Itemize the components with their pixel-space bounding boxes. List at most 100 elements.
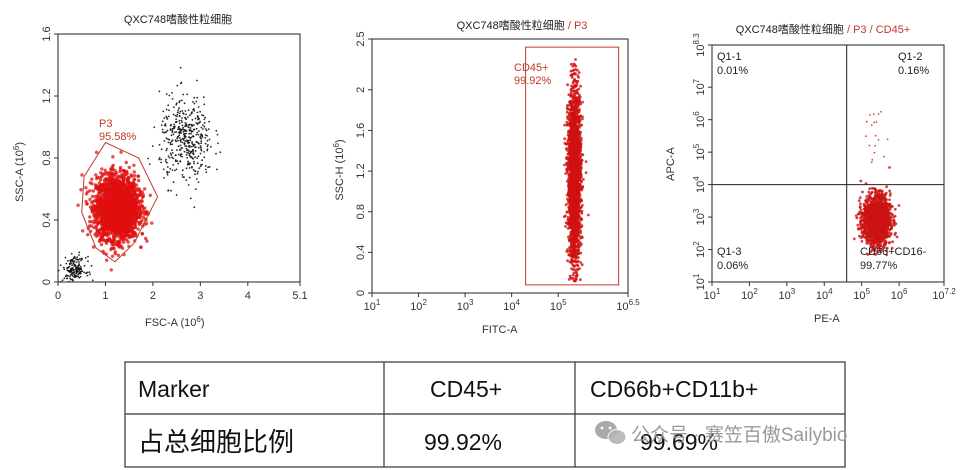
event-dot bbox=[174, 131, 176, 134]
event-dot bbox=[206, 145, 209, 148]
event-dot bbox=[573, 95, 577, 99]
event-dot bbox=[166, 129, 169, 132]
event-dot bbox=[566, 259, 569, 263]
event-dot bbox=[178, 101, 181, 104]
event-dot bbox=[71, 260, 74, 263]
event-dot bbox=[110, 180, 115, 185]
event-dot bbox=[203, 125, 206, 128]
event-dot bbox=[144, 222, 149, 226]
event-dot bbox=[200, 148, 203, 151]
panel1-y-ticks: 00.40.81.21.6 bbox=[41, 26, 58, 285]
event-dot bbox=[90, 201, 94, 205]
event-dot bbox=[70, 269, 73, 272]
event-dot bbox=[67, 266, 70, 269]
event-dot bbox=[197, 170, 199, 173]
event-dot bbox=[184, 135, 187, 138]
event-dot bbox=[193, 124, 195, 126]
event-dot bbox=[169, 152, 172, 155]
x-tick-label: 5.1 bbox=[292, 290, 307, 302]
event-dot bbox=[105, 207, 109, 211]
event-dot bbox=[183, 137, 186, 140]
event-dot bbox=[124, 160, 128, 165]
event-dot bbox=[185, 147, 188, 150]
event-dot bbox=[66, 269, 69, 272]
event-dot bbox=[123, 229, 127, 233]
event-dot bbox=[179, 66, 182, 69]
event-dot bbox=[104, 186, 108, 191]
event-dot bbox=[185, 113, 187, 116]
event-dot bbox=[189, 197, 192, 200]
event-dot bbox=[190, 151, 193, 153]
event-dot bbox=[123, 199, 127, 204]
event-dot bbox=[151, 145, 154, 148]
event-dot bbox=[199, 145, 202, 147]
event-dot bbox=[72, 262, 75, 265]
event-dot bbox=[203, 118, 206, 121]
event-dot bbox=[185, 153, 188, 156]
event-dot bbox=[182, 139, 185, 141]
event-dot bbox=[179, 144, 182, 147]
event-dot bbox=[94, 219, 99, 223]
event-dot bbox=[164, 131, 167, 134]
event-dot bbox=[201, 159, 204, 162]
event-dot bbox=[76, 256, 79, 259]
event-dot bbox=[182, 131, 185, 133]
event-dot bbox=[575, 274, 579, 278]
event-dot bbox=[87, 260, 89, 262]
event-dot bbox=[74, 274, 77, 277]
panel-fitc-ssch: QXC748嗜酸性粒细胞 / P3 CD45+ 99.92% 101 102 103… bbox=[332, 18, 640, 336]
event-dot bbox=[164, 124, 167, 127]
event-dot bbox=[137, 207, 142, 211]
event-dot bbox=[195, 146, 197, 148]
event-dot bbox=[203, 151, 206, 153]
event-dot bbox=[170, 189, 173, 192]
event-dot bbox=[158, 90, 161, 93]
event-dot bbox=[587, 213, 590, 217]
event-dot bbox=[72, 272, 75, 274]
event-dot bbox=[189, 127, 192, 129]
event-dot bbox=[105, 195, 109, 200]
event-dot bbox=[127, 235, 131, 239]
event-dot bbox=[181, 169, 184, 172]
event-dot bbox=[175, 131, 178, 133]
event-dot bbox=[129, 173, 133, 177]
event-dot bbox=[575, 263, 579, 267]
event-dot bbox=[95, 208, 100, 213]
event-dot bbox=[579, 84, 582, 88]
event-dot bbox=[178, 122, 181, 125]
event-dot bbox=[71, 264, 73, 267]
event-dot bbox=[195, 127, 198, 130]
event-dot bbox=[198, 167, 201, 170]
event-dot bbox=[91, 245, 96, 249]
event-dot bbox=[193, 162, 195, 165]
event-dot bbox=[171, 169, 174, 171]
event-dot bbox=[199, 152, 202, 155]
event-dot bbox=[580, 205, 583, 209]
event-dot bbox=[125, 193, 129, 197]
event-dot bbox=[177, 153, 180, 156]
event-dot bbox=[190, 132, 192, 135]
event-dot bbox=[99, 201, 104, 205]
event-dot bbox=[204, 165, 207, 167]
event-dot bbox=[95, 194, 100, 198]
event-dot bbox=[188, 145, 191, 148]
event-dot bbox=[172, 133, 175, 136]
event-dot bbox=[106, 182, 110, 187]
event-dot bbox=[113, 252, 117, 256]
event-dot bbox=[133, 231, 137, 235]
event-dot bbox=[132, 177, 137, 182]
event-dot bbox=[129, 210, 133, 214]
event-dot bbox=[175, 118, 178, 120]
event-dot bbox=[177, 162, 180, 165]
event-dot bbox=[196, 131, 199, 134]
event-dot bbox=[87, 255, 89, 258]
event-dot bbox=[197, 181, 200, 184]
event-dot bbox=[167, 104, 170, 107]
event-dot bbox=[192, 135, 195, 138]
event-dot bbox=[578, 141, 582, 144]
event-dot bbox=[580, 209, 584, 213]
event-dot bbox=[120, 187, 125, 191]
event-dot bbox=[191, 111, 193, 113]
event-dot bbox=[113, 236, 117, 240]
event-dot bbox=[92, 213, 97, 217]
